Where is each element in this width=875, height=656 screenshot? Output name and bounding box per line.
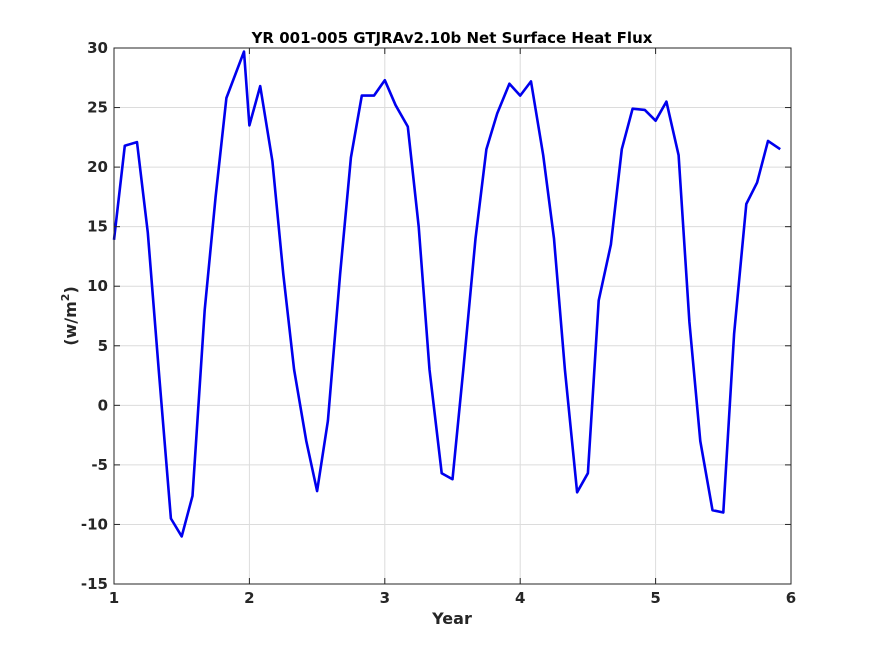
- x-tick-label: 3: [380, 589, 390, 607]
- y-tick-label: -5: [91, 456, 108, 474]
- y-tick-label: 30: [87, 39, 108, 57]
- y-tick-labels: -15 -10 -5 0 5 10 15 20 25 30: [81, 39, 108, 593]
- x-tick-label: 5: [650, 589, 660, 607]
- plot-frame: [113, 47, 792, 585]
- x-tick-labels: 1 2 3 4 5 6: [109, 589, 796, 607]
- x-axis-label: Year: [431, 609, 472, 628]
- chart-title: YR 001-005 GTJRAv2.10b Net Surface Heat …: [251, 29, 653, 47]
- tick-marks: [113, 47, 792, 585]
- y-tick-label: 20: [87, 158, 108, 176]
- y-tick-label: 25: [87, 99, 108, 117]
- y-tick-label: -15: [81, 575, 108, 593]
- series-line-0: [112, 50, 781, 538]
- x-tick-label: 1: [109, 589, 119, 607]
- y-axis-label-main: (w/m: [61, 301, 80, 346]
- x-tick-label: 6: [786, 589, 796, 607]
- x-tick-label: 4: [515, 589, 525, 607]
- y-tick-label: 5: [98, 337, 108, 355]
- y-axis-label-close: ): [61, 286, 80, 293]
- x-tick-label: 2: [244, 589, 254, 607]
- y-tick-label: 0: [98, 396, 108, 414]
- y-tick-label: -10: [81, 515, 108, 533]
- y-tick-label: 15: [87, 218, 108, 236]
- y-axis-label: (w/m2): [59, 286, 80, 346]
- y-tick-label: 10: [87, 277, 108, 295]
- series-layer: [112, 50, 781, 538]
- y-axis-label-superscript: 2: [59, 294, 72, 302]
